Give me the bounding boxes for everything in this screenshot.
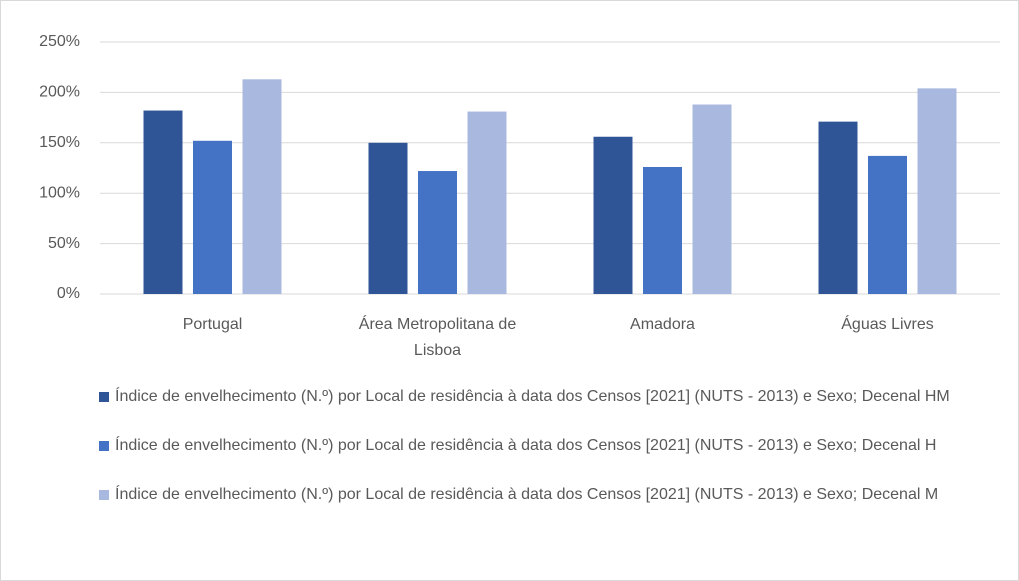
bar: [692, 104, 732, 294]
y-tick-label: 200%: [39, 84, 80, 101]
legend-label: Índice de envelhecimento (N.º) por Local…: [115, 437, 937, 454]
bar: [143, 110, 183, 294]
bar: [467, 111, 507, 294]
legend-swatch: [99, 392, 109, 402]
bar: [917, 88, 957, 294]
legend-label: Índice de envelhecimento (N.º) por Local…: [115, 486, 939, 503]
x-tick-label: Portugal: [182, 316, 243, 333]
x-tick-label: Águas Livres: [841, 316, 934, 333]
legend-label: Índice de envelhecimento (N.º) por Local…: [115, 388, 950, 405]
x-tick-label: Amadora: [630, 316, 695, 333]
y-tick-label: 0%: [57, 285, 80, 302]
bar: [193, 140, 232, 294]
legend-swatch: [99, 441, 109, 451]
bar: [242, 79, 282, 295]
y-tick-label: 250%: [39, 33, 80, 50]
y-tick-label: 150%: [39, 134, 80, 151]
bar: [368, 142, 408, 294]
bar: [593, 136, 633, 294]
y-tick-label: 100%: [39, 184, 80, 201]
bar: [418, 171, 457, 294]
legend-swatch: [99, 490, 109, 500]
bar: [643, 166, 682, 294]
bar: [868, 155, 907, 294]
bar: [818, 121, 858, 295]
x-tick-label: Área Metropolitana de Lisboa: [358, 316, 517, 359]
y-tick-label: 50%: [48, 235, 80, 252]
